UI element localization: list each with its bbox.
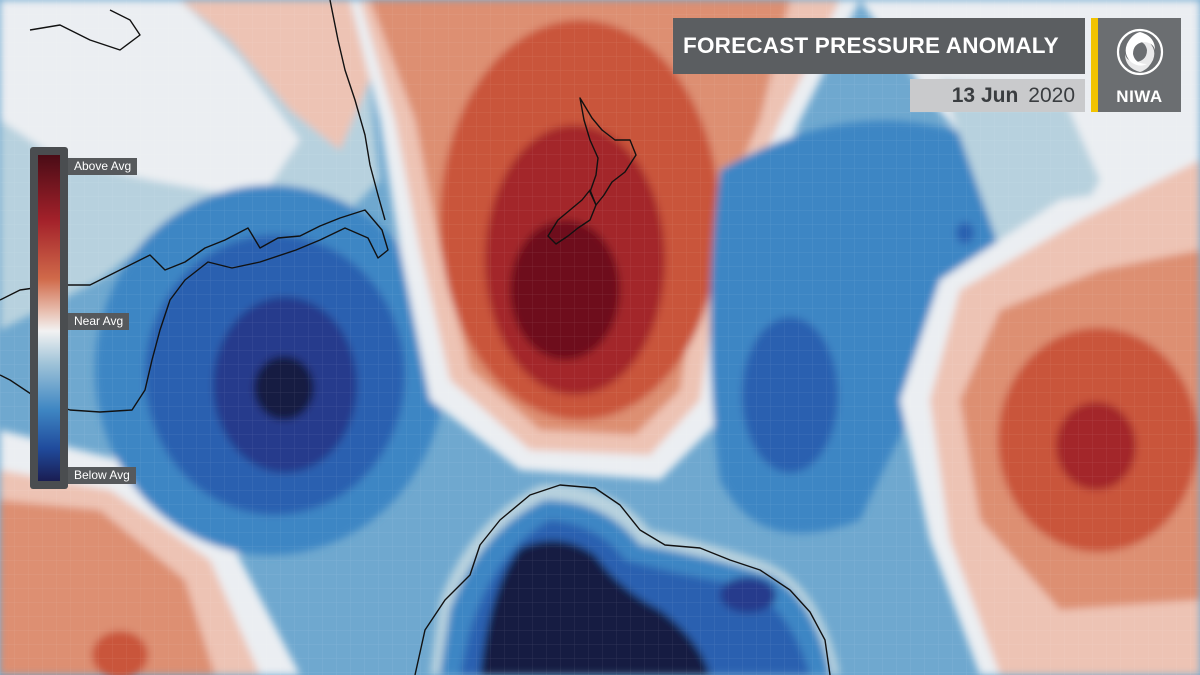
legend-label-above: Above Avg xyxy=(68,158,138,175)
legend-color-bar xyxy=(38,155,60,481)
antarctic-coastline xyxy=(414,484,831,675)
south-island-nz xyxy=(547,189,597,245)
australia-east-coastline xyxy=(329,0,386,221)
niwa-logo: NIWA xyxy=(1091,18,1181,112)
australia-coastline xyxy=(0,209,389,413)
legend-label-below: Below Avg xyxy=(68,467,136,484)
north-island-nz xyxy=(579,97,637,206)
coastlines xyxy=(0,0,831,675)
logo-text: NIWA xyxy=(1116,87,1163,106)
map-title: FORECAST PRESSURE ANOMALY xyxy=(683,33,1059,58)
logo-accent-bar xyxy=(1091,18,1098,112)
new-guinea-coastline xyxy=(29,9,141,51)
niwa-swirl-icon xyxy=(1116,28,1164,76)
date-box: 13 Jun 2020 xyxy=(910,79,1085,112)
date-year: 2020 xyxy=(1028,83,1075,107)
legend-label-near: Near Avg xyxy=(68,313,130,330)
legend xyxy=(30,147,68,489)
date-day: 13 Jun xyxy=(951,83,1019,107)
title-box: FORECAST PRESSURE ANOMALY xyxy=(673,18,1085,74)
